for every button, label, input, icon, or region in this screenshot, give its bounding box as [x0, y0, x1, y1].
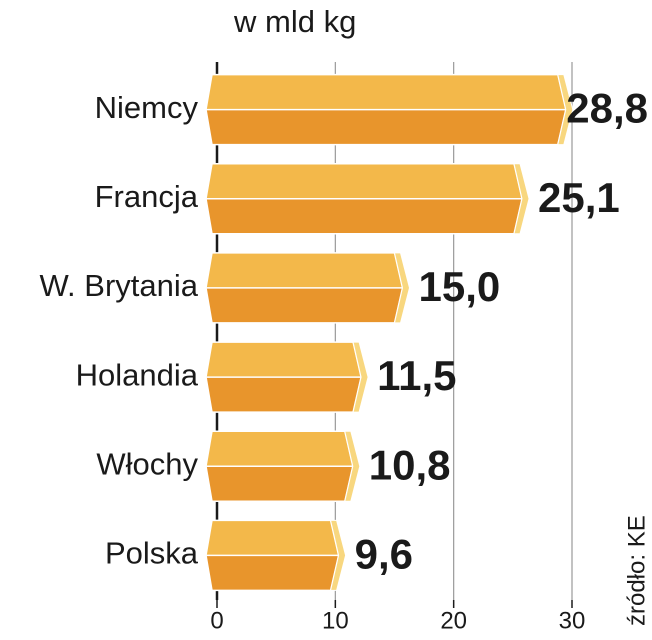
value-label: 15,0 — [419, 263, 501, 310]
bar-bottom — [206, 466, 353, 502]
bar-bottom — [206, 555, 339, 591]
bar-bottom — [206, 198, 523, 234]
y-tick-label: Włochy — [96, 446, 198, 481]
value-label: 28,8 — [566, 85, 648, 132]
y-tick-label: Holandia — [76, 357, 199, 392]
value-label: 10,8 — [369, 441, 451, 488]
y-tick-label: W. Brytania — [40, 268, 199, 303]
y-tick-label: Polska — [105, 536, 199, 571]
bar-bottom — [206, 377, 362, 413]
x-tick-label: 20 — [440, 607, 467, 634]
value-label: 9,6 — [355, 531, 413, 578]
bar-top — [206, 520, 339, 556]
y-tick-label: Francja — [95, 179, 199, 214]
source: źródło: KE — [623, 515, 650, 626]
x-tick-label: 0 — [210, 607, 223, 634]
value-label: 25,1 — [538, 174, 620, 221]
x-tick-label: 30 — [559, 607, 586, 634]
bar-top — [206, 163, 523, 199]
chart-title: w mld kg — [233, 4, 356, 39]
bar-top — [206, 252, 403, 288]
bar-top — [206, 431, 353, 467]
bar-bottom — [206, 109, 566, 145]
value-label: 11,5 — [377, 352, 456, 399]
x-tick-label: 10 — [322, 607, 349, 634]
bar-top — [206, 342, 362, 378]
bar-top — [206, 74, 566, 110]
y-tick-label: Niemcy — [95, 90, 199, 125]
bar-bottom — [206, 287, 403, 323]
